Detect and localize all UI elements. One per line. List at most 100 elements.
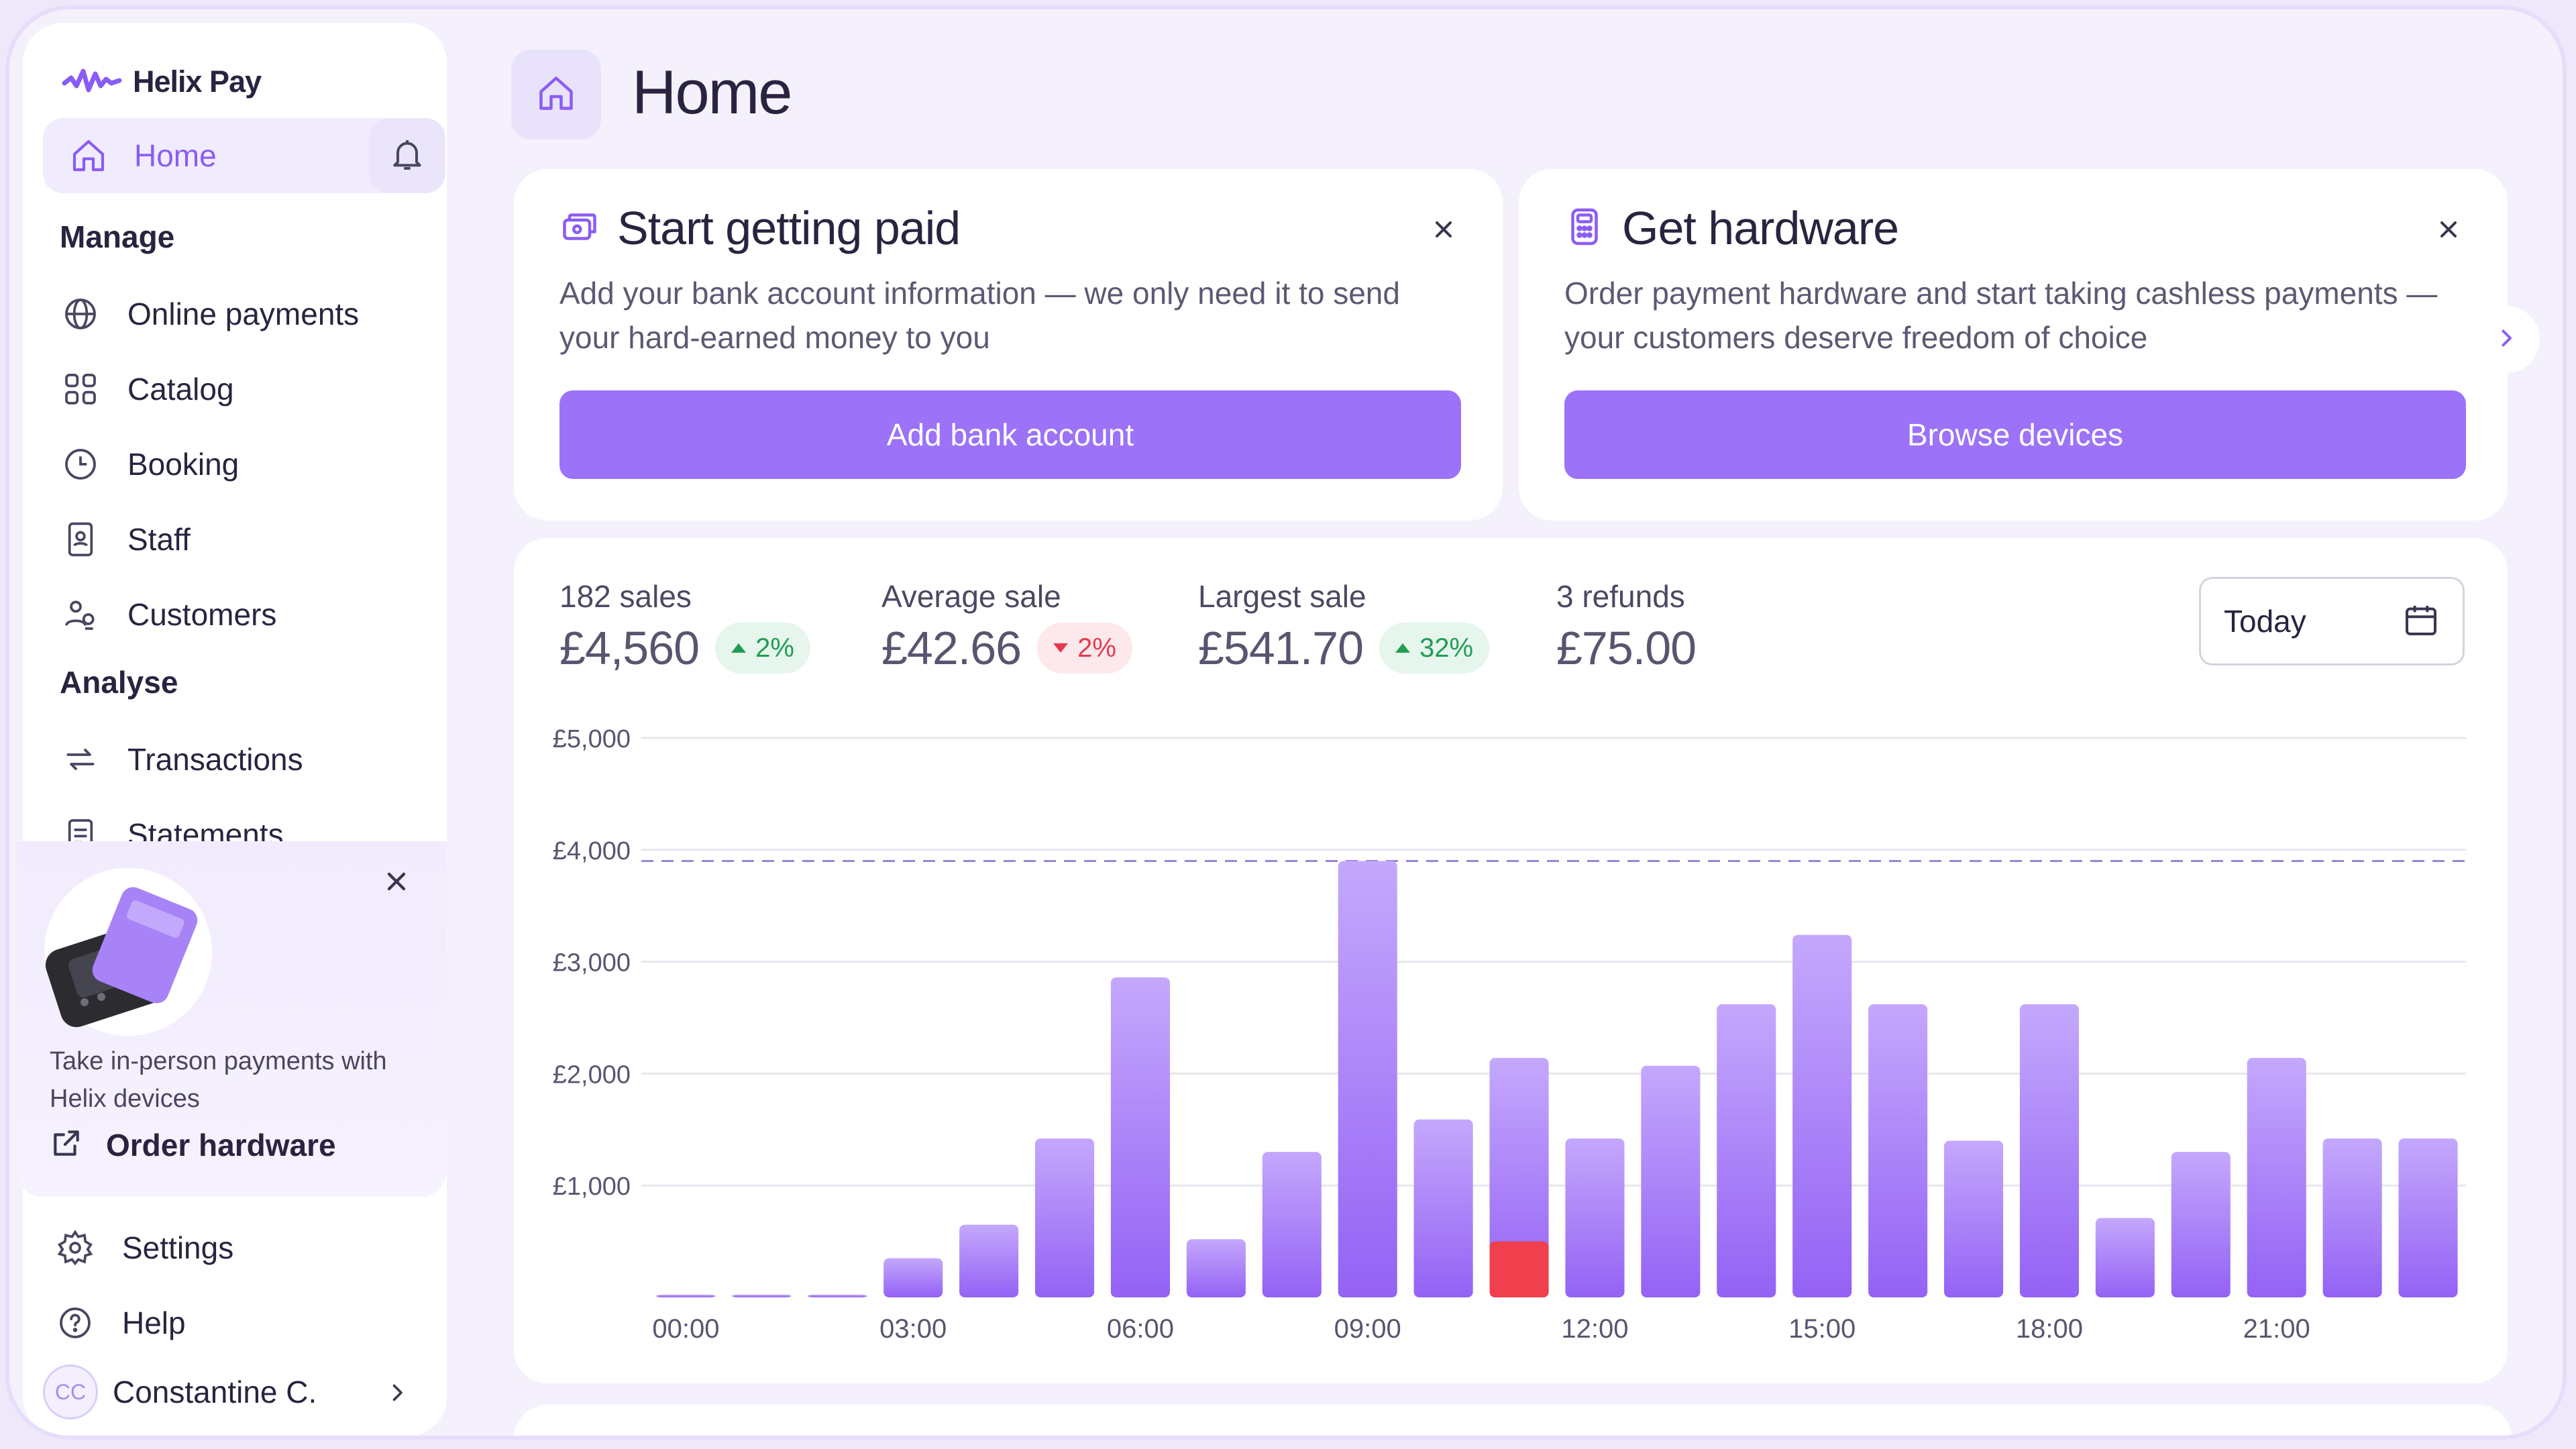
logo-icon [62,66,123,99]
sales-bar [2171,1152,2231,1297]
nav-item-online-payments[interactable]: Online payments [62,287,359,341]
y-tick-label: £2,000 [553,1061,631,1089]
nav-item-staff[interactable]: Staff [62,513,191,566]
sales-bar [1489,1058,1549,1297]
nav-item-customers[interactable]: Customers [62,588,276,641]
y-tick-label: £4,000 [553,837,631,865]
card-title: Get hardware [1622,202,1899,254]
page-home-icon-badge [511,50,601,140]
change-value: 32% [1419,633,1474,663]
sales-bar [2247,1058,2306,1297]
card-reader-illustration [44,868,212,1036]
bell-icon [388,136,426,176]
nav-item-help[interactable]: Help [56,1296,186,1350]
change-value: 2% [755,633,794,663]
order-hardware-link[interactable]: Order hardware [50,1126,336,1163]
date-range-picker[interactable]: Today [2199,577,2465,665]
card-description-line: your customers deserve freedom of choice [1564,320,2148,355]
y-tick-label: £3,000 [553,949,631,977]
sidebar: Helix Pay Home Manage Online payments [23,23,447,1436]
change-value: 2% [1077,633,1116,663]
arrow-up-icon [731,643,747,653]
app-frame: Helix Pay Home Manage Online payments [9,9,2563,1436]
sales-bar [808,1295,867,1297]
stat-average-sale: Average sale £42.66 2% [881,578,1132,675]
nav-item-transactions[interactable]: Transactions [62,733,303,786]
date-range-value: Today [2224,604,2306,639]
chevron-right-icon[interactable] [385,1381,409,1408]
arrow-up-icon [1395,643,1411,653]
grid-icon [62,370,99,408]
close-icon [2440,221,2457,237]
x-tick-label: 18:00 [2016,1314,2083,1344]
stat-largest-sale: Largest sale £541.70 32% [1198,578,1490,675]
card-description: Add your bank account information — we o… [559,271,1400,360]
nav-item-label: Online payments [127,297,360,331]
card-header: Get hardware [1564,201,1899,255]
sales-bar [1792,934,1852,1297]
x-tick-label: 15:00 [1788,1314,1856,1344]
help-icon [56,1304,94,1342]
x-tick-label: 21:00 [2243,1314,2310,1344]
sales-bar [1262,1152,1322,1297]
user-name: Constantine C. [113,1375,317,1409]
x-tick-label: 00:00 [652,1314,719,1344]
sales-bar [2398,1138,2458,1297]
nav-item-home-label: Home [134,138,217,173]
browse-devices-button[interactable]: Browse devices [1564,390,2466,479]
close-icon [382,872,411,899]
y-tick-label: £5,000 [553,725,631,753]
card-reader-icon [1564,207,1605,250]
card-header: Start getting paid [559,201,961,255]
sales-bar [656,1295,716,1297]
brand-name: Helix Pay [133,64,262,99]
start-getting-paid-card: Start getting paid Add your bank account… [514,169,1503,521]
nav-item-label: Transactions [127,742,303,777]
sales-bar [1944,1140,2004,1297]
get-hardware-card: Get hardware Order payment hardware and … [1519,169,2508,521]
nav-item-settings[interactable]: Settings [56,1221,233,1275]
sales-bar [2095,1218,2155,1297]
carousel-next-button[interactable] [2473,306,2540,373]
add-bank-account-button[interactable]: Add bank account [559,390,1461,479]
people-icon [62,596,99,633]
stat-label: Largest sale [1198,579,1366,614]
card-description: Order payment hardware and start taking … [1564,271,2437,360]
x-tick-label: 12:00 [1561,1314,1628,1344]
brand[interactable]: Helix Pay [62,64,262,99]
swap-arrows-icon [62,741,99,778]
sales-bar [1868,1004,1928,1297]
change-badge: 2% [715,623,810,674]
dismiss-card-button[interactable] [2435,216,2462,246]
calendar-icon [2402,601,2440,642]
sales-bar [1110,977,1170,1297]
stat-value: £4,560 [559,622,700,674]
sales-bar [1035,1138,1095,1297]
sales-bar [732,1295,792,1297]
home-icon [70,137,107,174]
notifications-button[interactable] [369,118,445,193]
card-description-line: your hard-earned money to you [559,320,990,355]
x-tick-label: 09:00 [1334,1314,1401,1344]
nav-item-home[interactable]: Home [70,129,217,182]
wallet-icon [559,207,600,250]
manage-section-title: Manage [60,219,175,254]
hardware-promo: Take in-person payments with Helix devic… [16,841,447,1197]
nav-item-booking[interactable]: Booking [62,437,239,491]
card-description-line: Add your bank account information — we o… [559,276,1400,311]
user-menu[interactable]: CC Constantine C. [43,1364,317,1419]
page-title: Home [632,58,792,127]
card-title: Start getting paid [617,202,961,254]
sales-bar [1338,861,1397,1297]
analyse-section-title: Analyse [60,665,178,700]
promo-close-button[interactable] [382,867,411,900]
promo-text: Take in-person payments with Helix devic… [50,1047,387,1113]
sales-bar [1186,1239,1246,1297]
dismiss-card-button[interactable] [1430,216,1457,246]
nav-item-label: Help [122,1305,186,1340]
y-tick-label: £1,000 [553,1173,631,1201]
chevron-right-icon [2494,326,2518,354]
nav-item-catalog[interactable]: Catalog [62,362,234,416]
change-badge: 32% [1379,623,1490,674]
stat-refunds: 3 refunds £75.00 [1556,578,1697,675]
